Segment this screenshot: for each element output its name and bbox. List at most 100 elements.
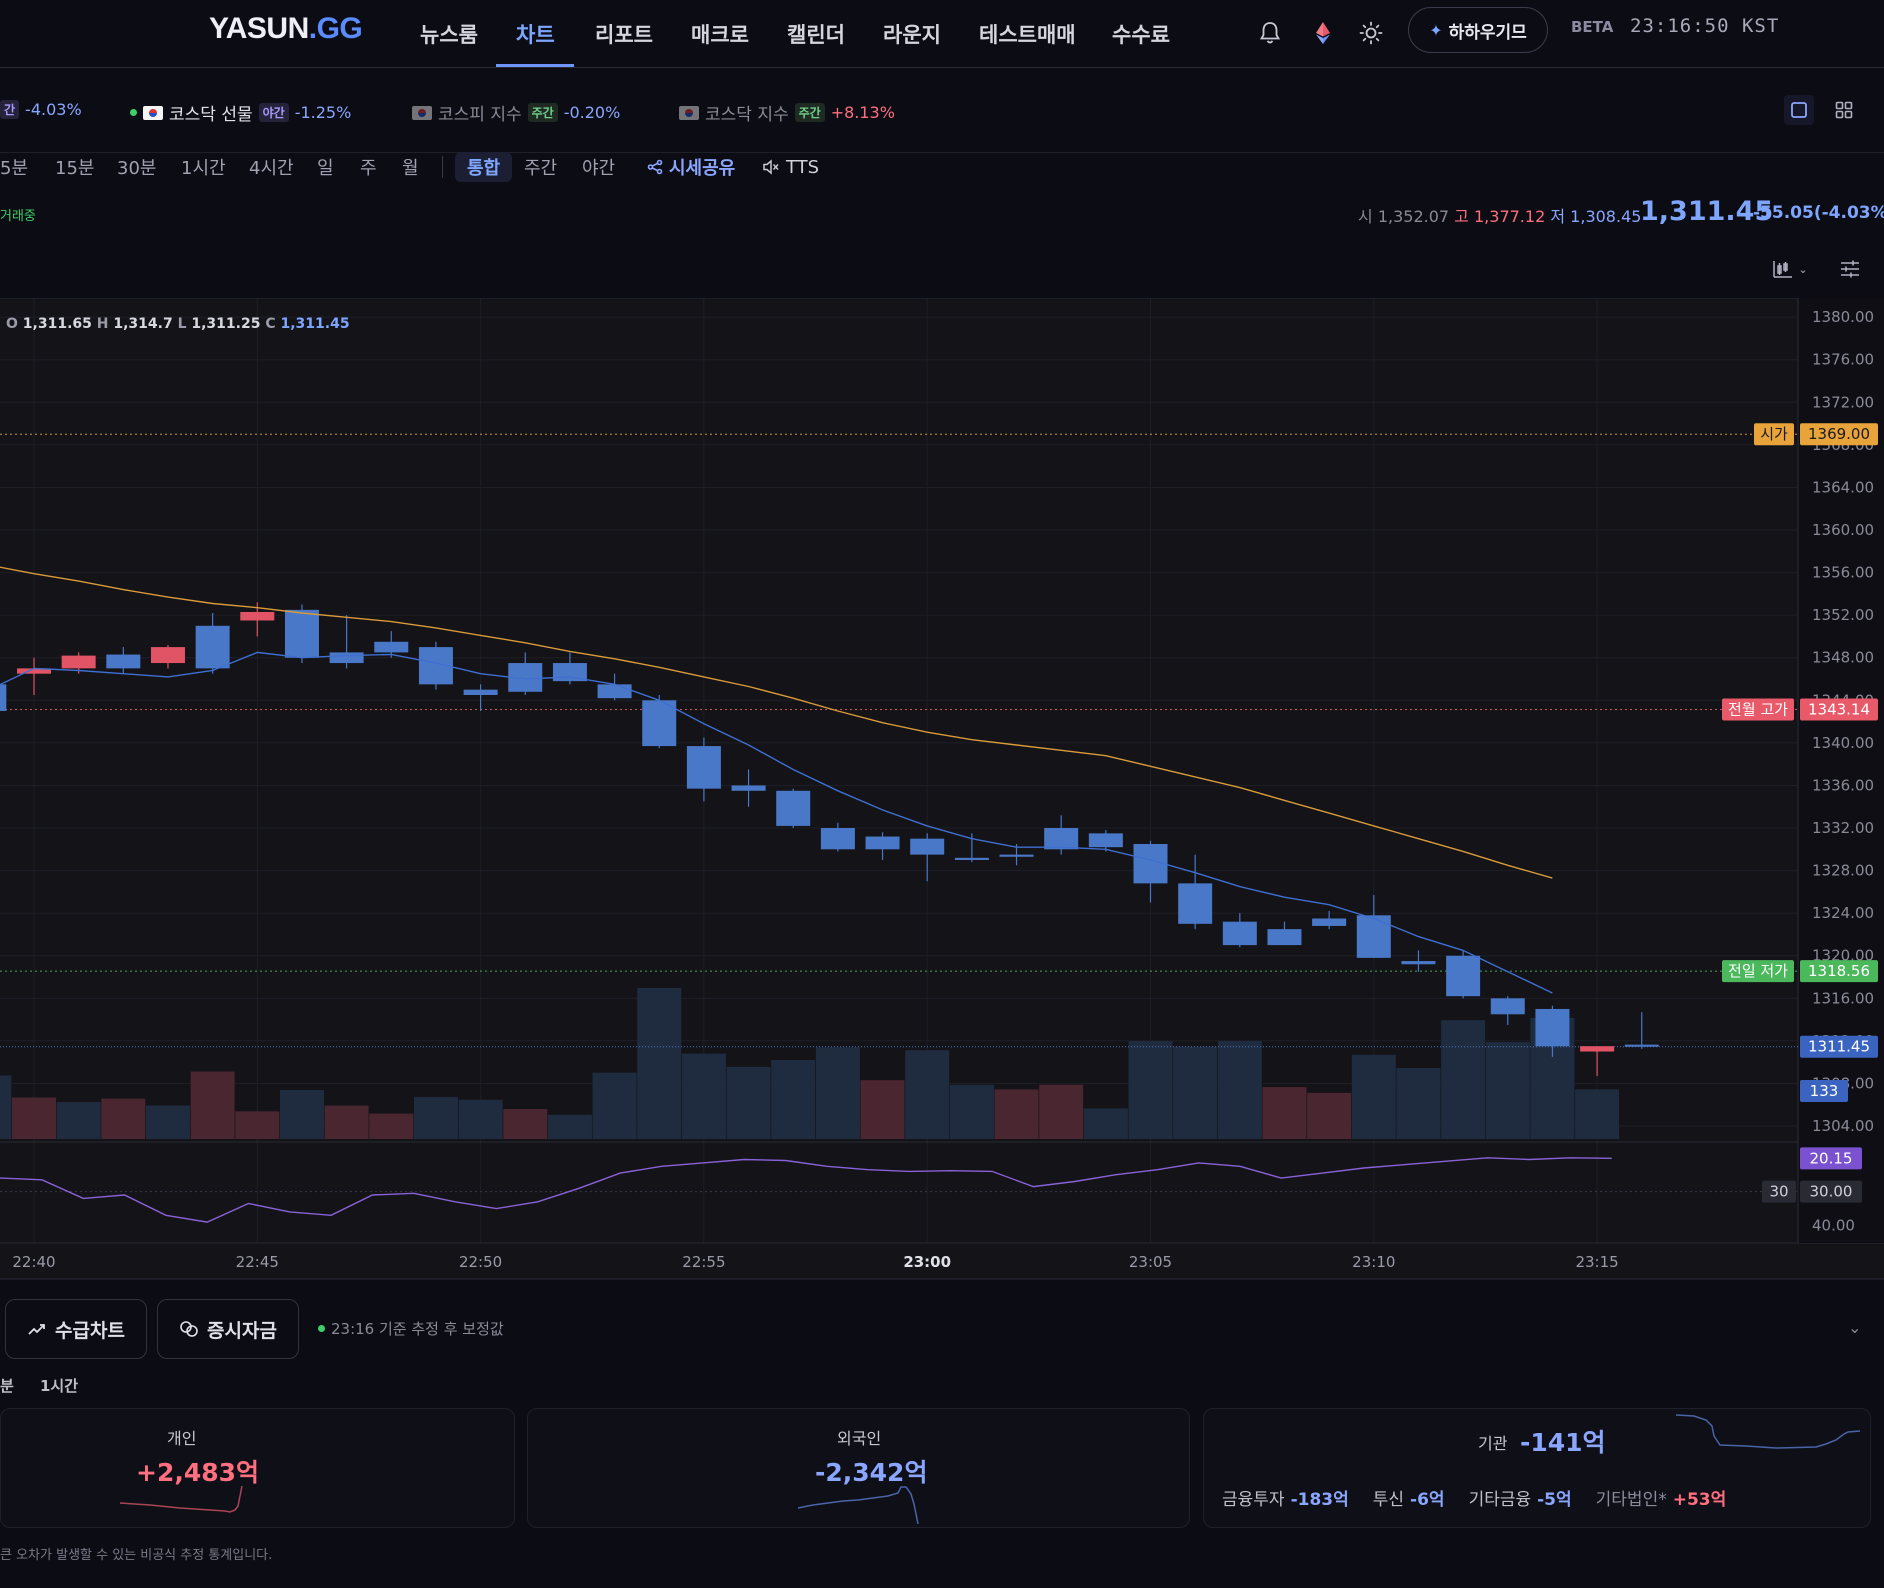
low-label: 저 [1550,207,1566,226]
legend-open: 1,311.65 [23,316,92,332]
breakdown-financial-investment: 금융투자 -183억 [1222,1485,1349,1510]
ticker-change: -0.20% [563,103,621,122]
timeframe-week[interactable]: 주 [360,158,377,179]
bottom-timeframe-min[interactable]: 분 [0,1377,14,1395]
volume-bar [12,1097,56,1139]
institution-sparkline [1676,1414,1861,1449]
grid-layout-icon[interactable] [1832,98,1856,122]
nav-lounge[interactable]: 라운지 [883,23,941,47]
volume-bar [413,1096,458,1139]
time-tick-label: 22:40 [12,1253,55,1271]
timeframe-15min[interactable]: 15분 [55,158,95,179]
high-value: 1,377.12 [1474,207,1546,226]
candle-body [954,857,989,860]
reference-line-label: 시가 [1760,425,1788,443]
disclaimer: 큰 오차가 발생할 수 있는 비공식 추정 통계입니다. [0,1548,273,1563]
supply-chart-label: 수급차트 [55,1319,125,1342]
ticker-item-0[interactable]: 간 -4.03% [0,100,82,119]
candle-body [17,668,51,674]
rsi-level-tag: 30.00 [1810,1183,1853,1201]
timeframe-1hour[interactable]: 1시간 [181,158,226,179]
ethereum-icon[interactable] [1304,14,1342,52]
session-night[interactable]: 야간 [582,158,616,179]
current-price-tag: 1311.45 [1808,1038,1870,1056]
volume-bar [815,1047,860,1139]
single-layout-icon[interactable] [1784,95,1814,125]
ticker-change: -1.25% [294,103,352,122]
ticker-item-kospi-index[interactable]: 코스피 지수 주간 -0.20% [412,100,620,125]
bell-icon[interactable] [1251,14,1289,52]
bottom-timeframe-1hour[interactable]: 1시간 [40,1377,79,1395]
candle-body [240,611,275,621]
ticker-badge: 야간 [258,103,289,122]
volume-bar [1262,1087,1307,1139]
share-quote-button[interactable]: 시세공유 [647,152,735,182]
volume-bar [771,1059,816,1139]
tts-button[interactable]: TTS [762,152,819,182]
live-dot-icon [318,1325,325,1332]
timeframe-4hour[interactable]: 4시간 [249,158,294,179]
nav-newsroom[interactable]: 뉴스룸 [420,23,478,47]
ticker-name: 코스닥 선물 [169,105,253,125]
estimate-note: 23:16 기준 추정 후 보정값 [318,1318,504,1339]
sun-icon[interactable] [1352,14,1390,52]
nav-test-trading[interactable]: 테스트매매 [979,23,1076,47]
timeframe-day[interactable]: 일 [317,158,334,179]
chart-settings-icon[interactable] [1830,256,1870,282]
reference-line-label-bg [1722,698,1794,721]
candle-body [284,609,319,658]
breakdown-value: +53억 [1672,1490,1727,1510]
candle-body [1312,918,1347,926]
price-tick-label: 1372.00 [1812,393,1874,411]
price-chart-canvas[interactable]: 1380.001376.001372.001368.001364.001360.… [0,298,1884,1288]
institution-breakdown: 금융투자 -183억 투신 -6억 기타금융 -5억 기타법인* +53억 [1222,1485,1726,1510]
korea-flag-icon [143,105,163,120]
nav-calendar[interactable]: 캘린더 [787,23,845,47]
price-chart[interactable]: 1380.001376.001372.001368.001364.001360.… [0,298,1884,1288]
individual-sparkline [120,1485,243,1513]
nav-fees[interactable]: 수수료 [1112,23,1170,47]
chevron-down-icon[interactable]: ⌄ [1848,1318,1862,1337]
market-funds-button[interactable]: 증시자금 [157,1299,299,1359]
individual-card [0,1408,515,1528]
special-feature-button[interactable]: ✦ 하하우기므 [1408,7,1548,53]
price-tick-label: 1324.00 [1812,904,1874,922]
time-tick-label: 23:00 [903,1253,951,1271]
session-combined[interactable]: 통합 [455,152,513,182]
candle-body [1044,828,1079,850]
volume-bar [1128,1040,1173,1139]
candle-body [910,838,945,855]
price-tick-label: 1348.00 [1812,649,1874,667]
clock: 23:16:50 KST [1630,15,1779,37]
session-day[interactable]: 주간 [524,158,558,179]
volume-bar [1441,1020,1486,1139]
logo-main: YASUN [209,12,309,45]
volume-bar [1039,1084,1084,1139]
nav-macro[interactable]: 매크로 [691,23,749,47]
supply-chart-button[interactable]: 수급차트 [5,1299,147,1359]
ticker-item-kosdaq-futures[interactable]: 코스닥 선물 야간 -1.25% [130,100,351,125]
rsi-value-tag-bg [1800,1147,1862,1170]
ticker-item-kosdaq-index[interactable]: 코스닥 지수 주간 +8.13% [679,100,895,125]
candle-body [642,700,677,747]
volume-bar [101,1098,146,1139]
timeframe-month[interactable]: 월 [402,158,419,179]
volume-bar [637,987,682,1139]
nav-chart[interactable]: 차트 [516,23,555,47]
time-tick-label: 22:50 [459,1253,502,1271]
nav-report[interactable]: 리포트 [595,23,653,47]
toolbar-divider [442,156,443,178]
candle-body [1624,1044,1659,1047]
timeframe-30min[interactable]: 30분 [117,158,157,179]
candle-body [374,641,409,653]
chart-type-dropdown[interactable]: ⌄ [1770,256,1810,282]
time-tick-label: 23:15 [1575,1253,1618,1271]
price-tick-label: 1352.00 [1812,606,1874,624]
timeframe-5min[interactable]: 5분 [0,158,29,179]
candle-body [329,652,364,664]
site-logo[interactable]: YASUN.GG [209,12,363,46]
candle-body [150,647,185,664]
time-tick-label: 23:05 [1129,1253,1172,1271]
volume-bar [0,1075,12,1139]
high-label: 고 [1454,207,1469,226]
